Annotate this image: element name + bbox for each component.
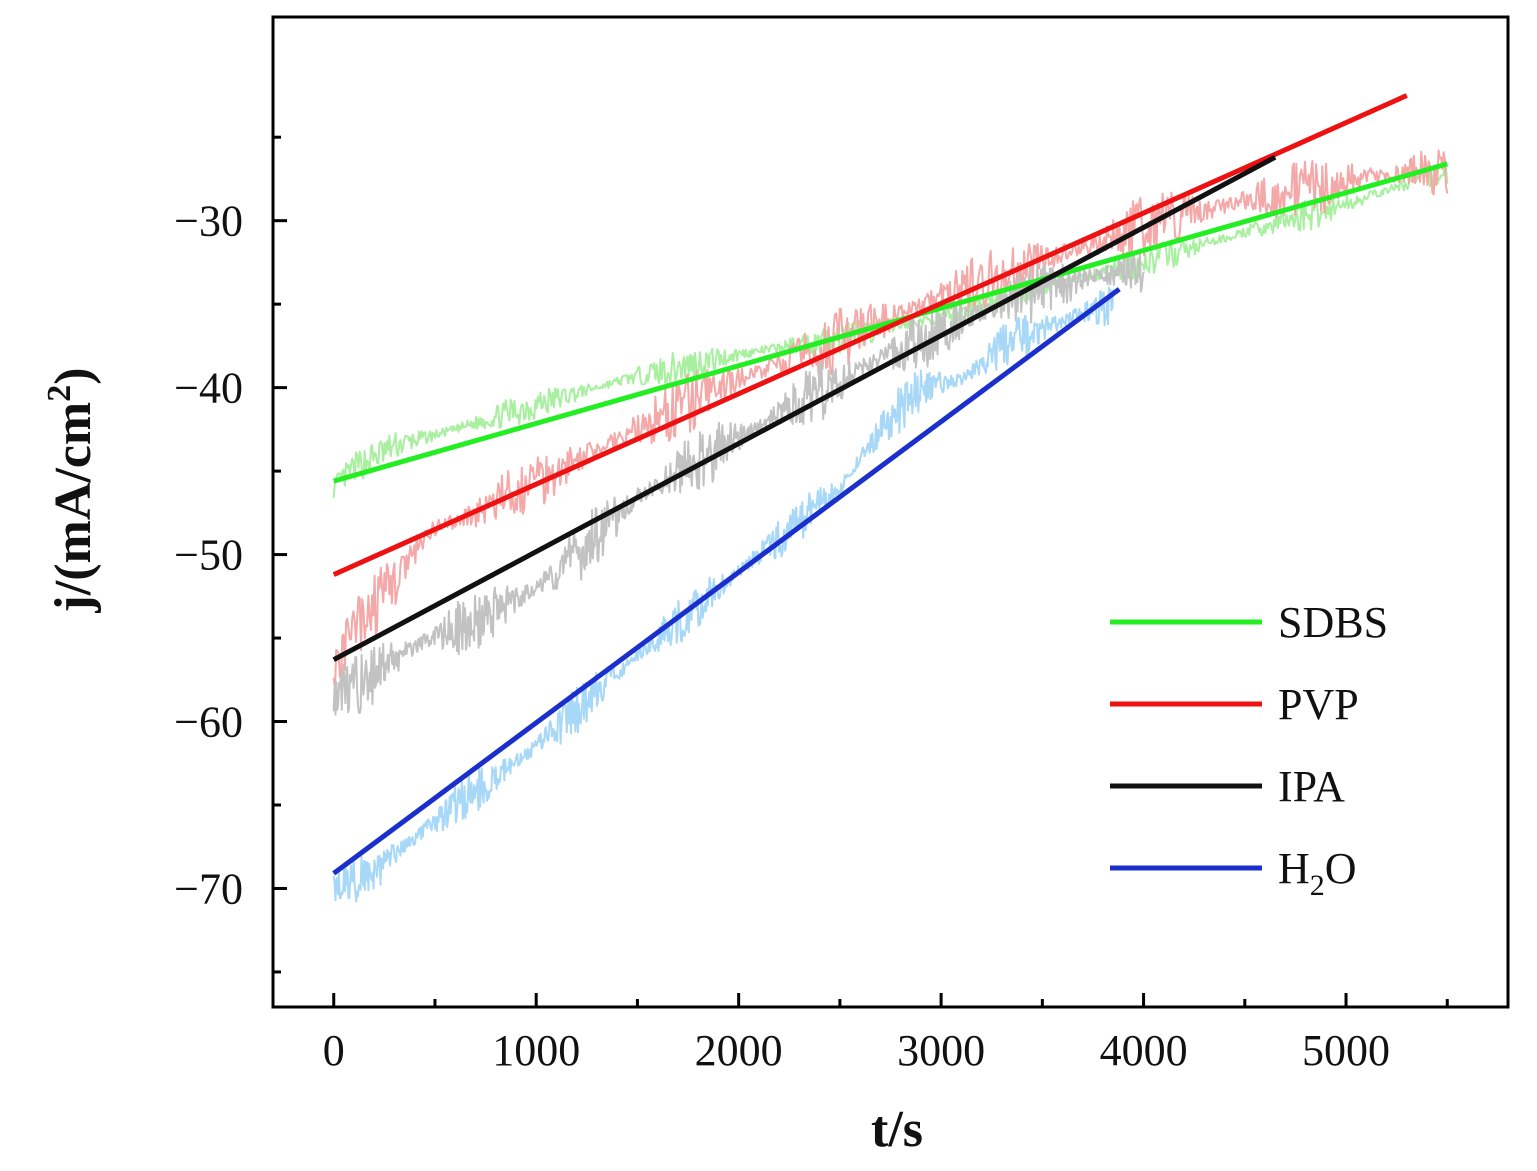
y-tick-label: −50: [174, 531, 243, 580]
legend-label-sub: 2: [1310, 869, 1325, 902]
axis-ticks: 0 1000 2000 3000 4000 5000 −70 −60 −50 −40 −30: [174, 135, 1449, 1075]
x-tick-label: 1000: [492, 1026, 580, 1075]
legend-label-main: PVP: [1278, 680, 1359, 729]
x-tick-label: 2000: [695, 1026, 783, 1075]
legend-label-main: IPA: [1278, 762, 1345, 811]
x-tick-label: 5000: [1302, 1026, 1390, 1075]
fit-line-ipa: [332, 154, 1277, 662]
legend-label-ipa: IPA: [1278, 762, 1345, 811]
fit-line-h2o: [332, 287, 1121, 876]
legend: SDBS PVP IPA H2O: [1110, 598, 1388, 902]
y-tick-label: −30: [174, 197, 243, 246]
fit-line-layer: [332, 93, 1448, 876]
x-tick-label: 3000: [897, 1026, 985, 1075]
legend-label-end: O: [1325, 844, 1357, 893]
y-tick-label: −40: [174, 364, 243, 413]
raw-trace-h2o: [332, 286, 1115, 903]
plot-frame: [271, 15, 1510, 1009]
y-tick-label: −60: [174, 698, 243, 747]
legend-label-h2o: H2O: [1278, 844, 1357, 902]
fit-line-pvp: [332, 93, 1408, 577]
legend-label-main: H: [1278, 844, 1310, 893]
y-axis-title-end: ): [45, 367, 102, 384]
y-axis-title-sup: 2: [41, 385, 78, 402]
y-axis-title: j/(mA/cm2): [41, 367, 102, 613]
x-axis-title: t/s: [871, 1101, 923, 1158]
fit-line-sdbs: [333, 161, 1448, 484]
legend-label-sdbs: SDBS: [1278, 598, 1388, 647]
y-axis-title-main: j/(mA/cm: [45, 402, 102, 614]
x-tick-label: 4000: [1100, 1026, 1188, 1075]
legend-label-pvp: PVP: [1278, 680, 1359, 729]
legend-label-main: SDBS: [1278, 598, 1388, 647]
y-tick-label: −70: [174, 864, 243, 913]
x-tick-label: 0: [323, 1026, 345, 1075]
